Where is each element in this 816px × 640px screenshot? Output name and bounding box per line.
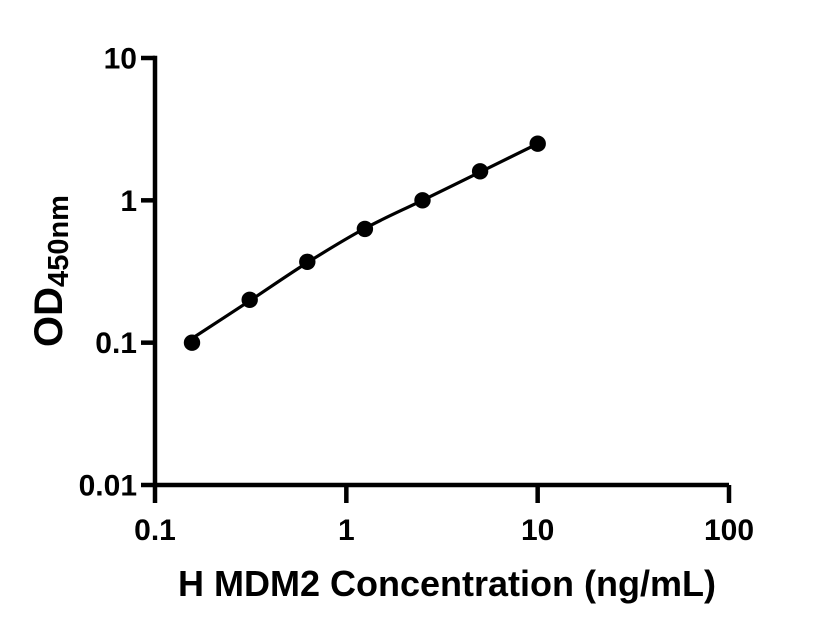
axis-lines: [152, 55, 729, 488]
data-point: [241, 291, 258, 308]
y-axis-title: OD450nm: [27, 195, 75, 347]
data-point: [183, 334, 201, 351]
data-point: [529, 135, 546, 152]
x-tick-labels: 0.1 1 10 100: [134, 514, 754, 547]
data-point: [356, 220, 374, 238]
x-axis-title: H MDM2 Concentration (ng/mL): [178, 563, 716, 604]
y-tick-label: 10: [104, 43, 137, 76]
data-point: [471, 163, 489, 180]
x-tick-label: 1: [338, 514, 355, 547]
y-tick-labels: 10 1 0.1 0.01: [79, 43, 137, 503]
data-points: [183, 135, 546, 351]
data-point: [414, 192, 431, 209]
y-tick-label: 1: [120, 185, 137, 218]
data-point: [299, 253, 316, 270]
x-tick-label: 100: [704, 514, 754, 547]
y-ticks: [141, 55, 155, 488]
y-axis-title-subscript: 450nm: [43, 195, 75, 287]
x-tick-label: 10: [521, 514, 554, 547]
x-ticks: [152, 485, 732, 503]
y-tick-label: 0.1: [95, 327, 137, 360]
y-tick-label: 0.01: [79, 470, 137, 503]
axes: 0.1 1 10 100 10 1 0.1 0.01: [79, 43, 754, 548]
x-tick-label: 0.1: [134, 514, 176, 547]
y-axis-title-main: OD: [27, 287, 71, 347]
